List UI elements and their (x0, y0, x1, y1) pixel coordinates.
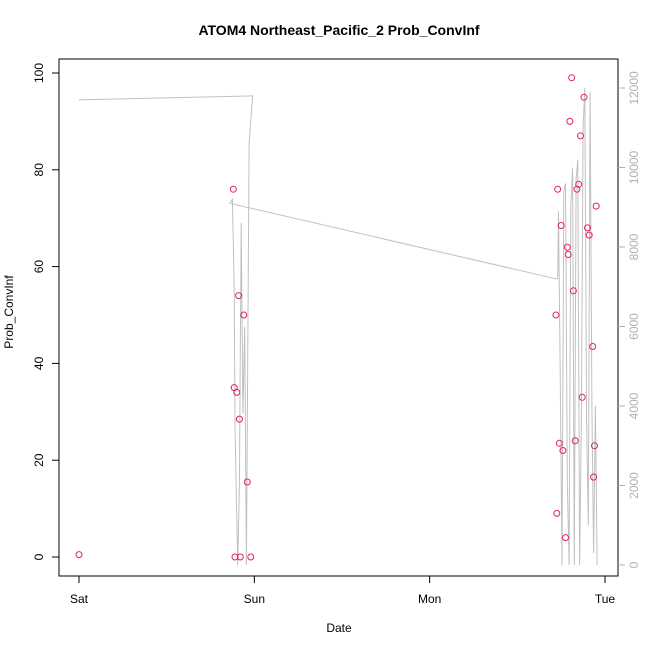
y-tick-label: 80 (32, 163, 46, 177)
data-point (229, 185, 237, 193)
y2-tick-label: 4000 (627, 392, 641, 419)
x-tick-label: Tue (595, 592, 616, 606)
data-point (75, 551, 83, 559)
data-point (590, 473, 598, 481)
y2-tick-label: 6000 (627, 313, 641, 340)
y2-tick-label: 10000 (627, 150, 641, 184)
y2-tick-label: 2000 (627, 472, 641, 499)
data-point (243, 478, 251, 486)
data-point (233, 388, 241, 396)
data-point (562, 534, 569, 542)
data-point (592, 202, 600, 210)
y-axis-label: Prob_ConvInf (2, 275, 16, 349)
y-tick-label: 0 (32, 553, 46, 560)
data-point (585, 231, 593, 239)
data-point (231, 553, 239, 561)
data-point (564, 251, 572, 258)
data-point (575, 180, 583, 188)
data-point (235, 415, 243, 423)
y-tick-label: 60 (32, 260, 46, 274)
data-point (557, 222, 565, 229)
x-axis-label: Date (326, 621, 352, 635)
data-point (591, 442, 598, 450)
right-axis: 0 2000 4000 6000 8000 10000 12000 (618, 71, 641, 568)
data-point (578, 393, 586, 401)
chart-title: ATOM4 Northeast_Pacific_2 Prob_ConvInf (198, 22, 479, 38)
data-point (563, 243, 571, 251)
data-point (566, 117, 574, 125)
data-point (247, 553, 255, 561)
data-point (568, 74, 576, 82)
data-point (554, 185, 562, 193)
y2-tick-label: 8000 (627, 233, 641, 260)
data-point (571, 437, 579, 445)
line-series (78, 87, 598, 566)
data-point (584, 224, 591, 232)
data-point (573, 185, 581, 193)
x-tick-label: Sun (244, 592, 265, 606)
data-point (577, 132, 584, 140)
data-point (240, 311, 248, 319)
data-point (559, 447, 567, 454)
y2-tick-label: 12000 (627, 71, 641, 105)
y-tick-label: 100 (32, 63, 46, 83)
left-axis: 0 20 40 60 80 100 (32, 63, 59, 560)
bottom-axis: Sat Sun Mon Tue (70, 576, 615, 606)
data-point (555, 439, 563, 447)
data-point (235, 292, 243, 300)
data-point (580, 93, 588, 101)
series-line (78, 87, 598, 566)
series-points (75, 74, 600, 561)
data-point (569, 287, 577, 295)
y-tick-label: 20 (32, 453, 46, 467)
plot-frame (58, 58, 619, 577)
data-point (589, 343, 597, 350)
data-point (553, 509, 561, 517)
x-tick-label: Mon (418, 592, 441, 606)
data-point (552, 311, 560, 319)
y-tick-label: 40 (32, 356, 46, 370)
y2-tick-label: 0 (627, 561, 641, 568)
x-tick-label: Sat (70, 592, 89, 606)
data-point (236, 553, 244, 561)
